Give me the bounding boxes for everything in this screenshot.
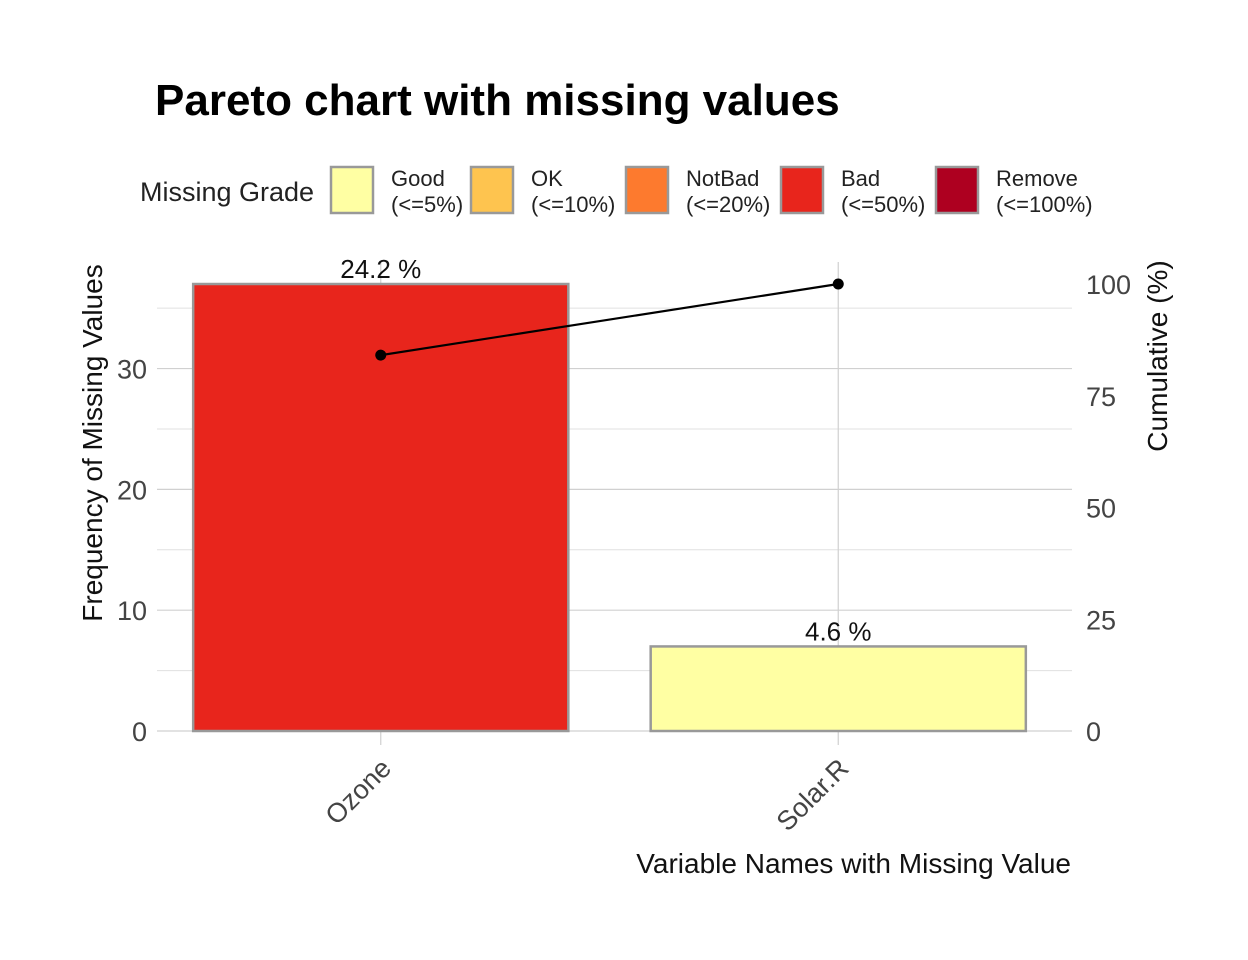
y2-tick-label: 100	[1086, 270, 1131, 300]
legend-range-ok: (<=10%)	[531, 192, 615, 217]
legend-swatch-remove	[934, 165, 980, 215]
legend-range-notbad: (<=20%)	[686, 192, 770, 217]
y2-axis-title: Cumulative (%)	[1142, 260, 1173, 451]
y-axis-ticks: 0 10 20 30	[117, 355, 147, 747]
cumulative-point	[375, 349, 387, 361]
legend-label-ok: OK	[531, 166, 563, 191]
legend-label-remove: Remove	[996, 166, 1078, 191]
x-tick-label: Solar.R	[771, 753, 855, 837]
legend-swatch-good	[329, 165, 375, 215]
legend-label-bad: Bad	[841, 166, 880, 191]
y2-tick-label: 0	[1086, 717, 1101, 747]
legend-label-notbad: NotBad	[686, 166, 759, 191]
legend-label-good: Good	[391, 166, 445, 191]
legend-title: Missing Grade	[140, 177, 314, 207]
x-axis-ticks: Ozone Solar.R	[320, 753, 855, 837]
cumulative-line	[375, 278, 844, 361]
cumulative-polyline	[380, 282, 839, 357]
y2-tick-label: 25	[1086, 605, 1116, 635]
y-tick-label: 10	[117, 596, 147, 626]
bar-solar-r	[649, 645, 1028, 733]
legend-range-remove: (<=100%)	[996, 192, 1093, 217]
y2-tick-label: 75	[1086, 382, 1116, 412]
chart-title: Pareto chart with missing values	[155, 76, 840, 125]
legend-items: Good(<=5%) OK(<=10%) NotBad(<=20%) Bad(<=50…	[329, 165, 1093, 217]
legend-range-good: (<=5%)	[391, 192, 463, 217]
bar-label: 4.6 %	[805, 616, 872, 646]
y-axis-title: Frequency of Missing Values	[77, 264, 108, 621]
x-tick-label: Ozone	[320, 753, 397, 830]
x-axis-title: Variable Names with Missing Value	[636, 848, 1071, 879]
bar-labels: 24.2 % 4.6 %	[340, 254, 871, 646]
y-tick-label: 30	[117, 355, 147, 385]
y-tick-label: 20	[117, 475, 147, 505]
cumulative-point	[832, 278, 844, 290]
y2-tick-label: 50	[1086, 494, 1116, 524]
legend-swatch-notbad	[624, 165, 670, 215]
legend-range-bad: (<=50%)	[841, 192, 925, 217]
legend-swatch-bad	[779, 165, 825, 215]
legend-swatch-ok	[469, 165, 515, 215]
legend: Missing Grade Good(<=5%)OK(<=10%)NotBad(…	[140, 165, 1093, 217]
y-tick-label: 0	[132, 717, 147, 747]
bars	[191, 282, 1028, 733]
bar-label: 24.2 %	[340, 254, 421, 284]
y2-axis-ticks: 0 25 50 75 100	[1086, 270, 1131, 747]
